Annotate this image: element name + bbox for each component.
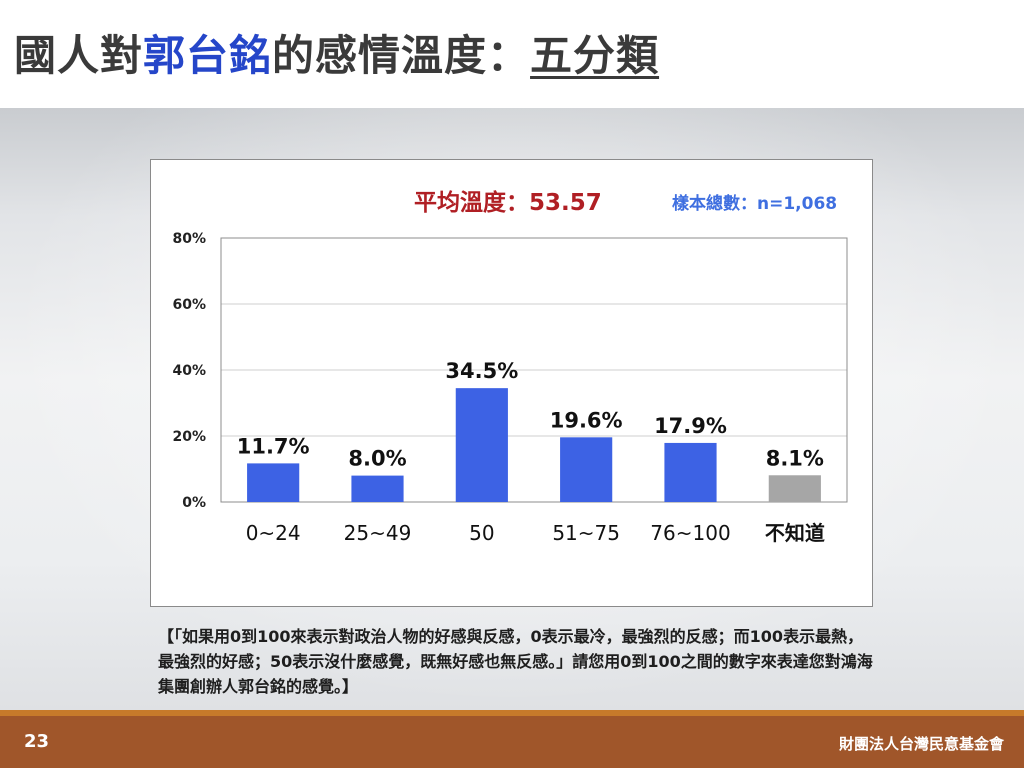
bar xyxy=(768,475,821,502)
data-label: 11.7% xyxy=(237,434,310,458)
bar xyxy=(664,442,717,502)
x-tick-label: 25~49 xyxy=(344,521,412,545)
bar xyxy=(455,388,508,502)
data-label: 34.5% xyxy=(445,359,518,383)
x-tick-label: 51~75 xyxy=(552,521,620,545)
data-label: 8.0% xyxy=(348,447,406,471)
data-label: 8.1% xyxy=(766,446,824,470)
footer-rule xyxy=(0,710,1024,716)
y-tick-label: 20% xyxy=(172,429,206,445)
y-tick-label: 80% xyxy=(172,231,206,247)
x-tick-label: 76~100 xyxy=(650,521,730,545)
plot-frame xyxy=(220,237,848,503)
title-name: 郭台銘 xyxy=(143,31,273,80)
y-tick-label: 40% xyxy=(172,363,206,379)
y-tick-label: 60% xyxy=(172,297,206,313)
slide-title: 國人對郭台銘的感情溫度：五分類 xyxy=(14,22,659,83)
title-bar: 國人對郭台銘的感情溫度：五分類 xyxy=(0,0,1024,108)
grid-layer xyxy=(220,237,848,503)
title-prefix: 國人對 xyxy=(14,31,144,80)
chart-panel xyxy=(150,159,873,607)
bar xyxy=(560,437,613,502)
title-category: 五分類 xyxy=(530,31,660,80)
title-middle: 的感情溫度： xyxy=(272,31,531,80)
data-label: 19.6% xyxy=(550,408,623,432)
y-tick-label: 0% xyxy=(182,495,206,511)
footer-bar xyxy=(0,716,1024,768)
organization-name: 財團法人台灣民意基金會 xyxy=(838,735,1004,753)
bar-layer xyxy=(247,388,821,502)
x-tick-label: 50 xyxy=(469,521,494,545)
sample-size-label: 樣本總數：n=1,068 xyxy=(672,194,838,214)
bar xyxy=(247,463,300,502)
data-label: 17.9% xyxy=(654,414,727,438)
bar xyxy=(351,475,404,502)
x-tick-label: 0~24 xyxy=(246,521,301,545)
average-temperature-label: 平均溫度：53.57 xyxy=(414,190,602,216)
x-tick-label: 不知道 xyxy=(765,521,825,545)
page-number: 23 xyxy=(24,731,50,752)
question-text: 【「如果用0到100來表示對政治人物的好感與反感，0表示最冷，最強烈的反感；而1… xyxy=(158,627,873,696)
label-layer: 0% 20% 40% 60% 80% 11.7% 0~24 8.0% 25~49 34.5% 50 1… xyxy=(172,231,824,545)
bar-chart: 0% 20% 40% 60% 80% 11.7% 0~24 8.0% 25~49 34.5% 50 1… xyxy=(172,231,848,545)
